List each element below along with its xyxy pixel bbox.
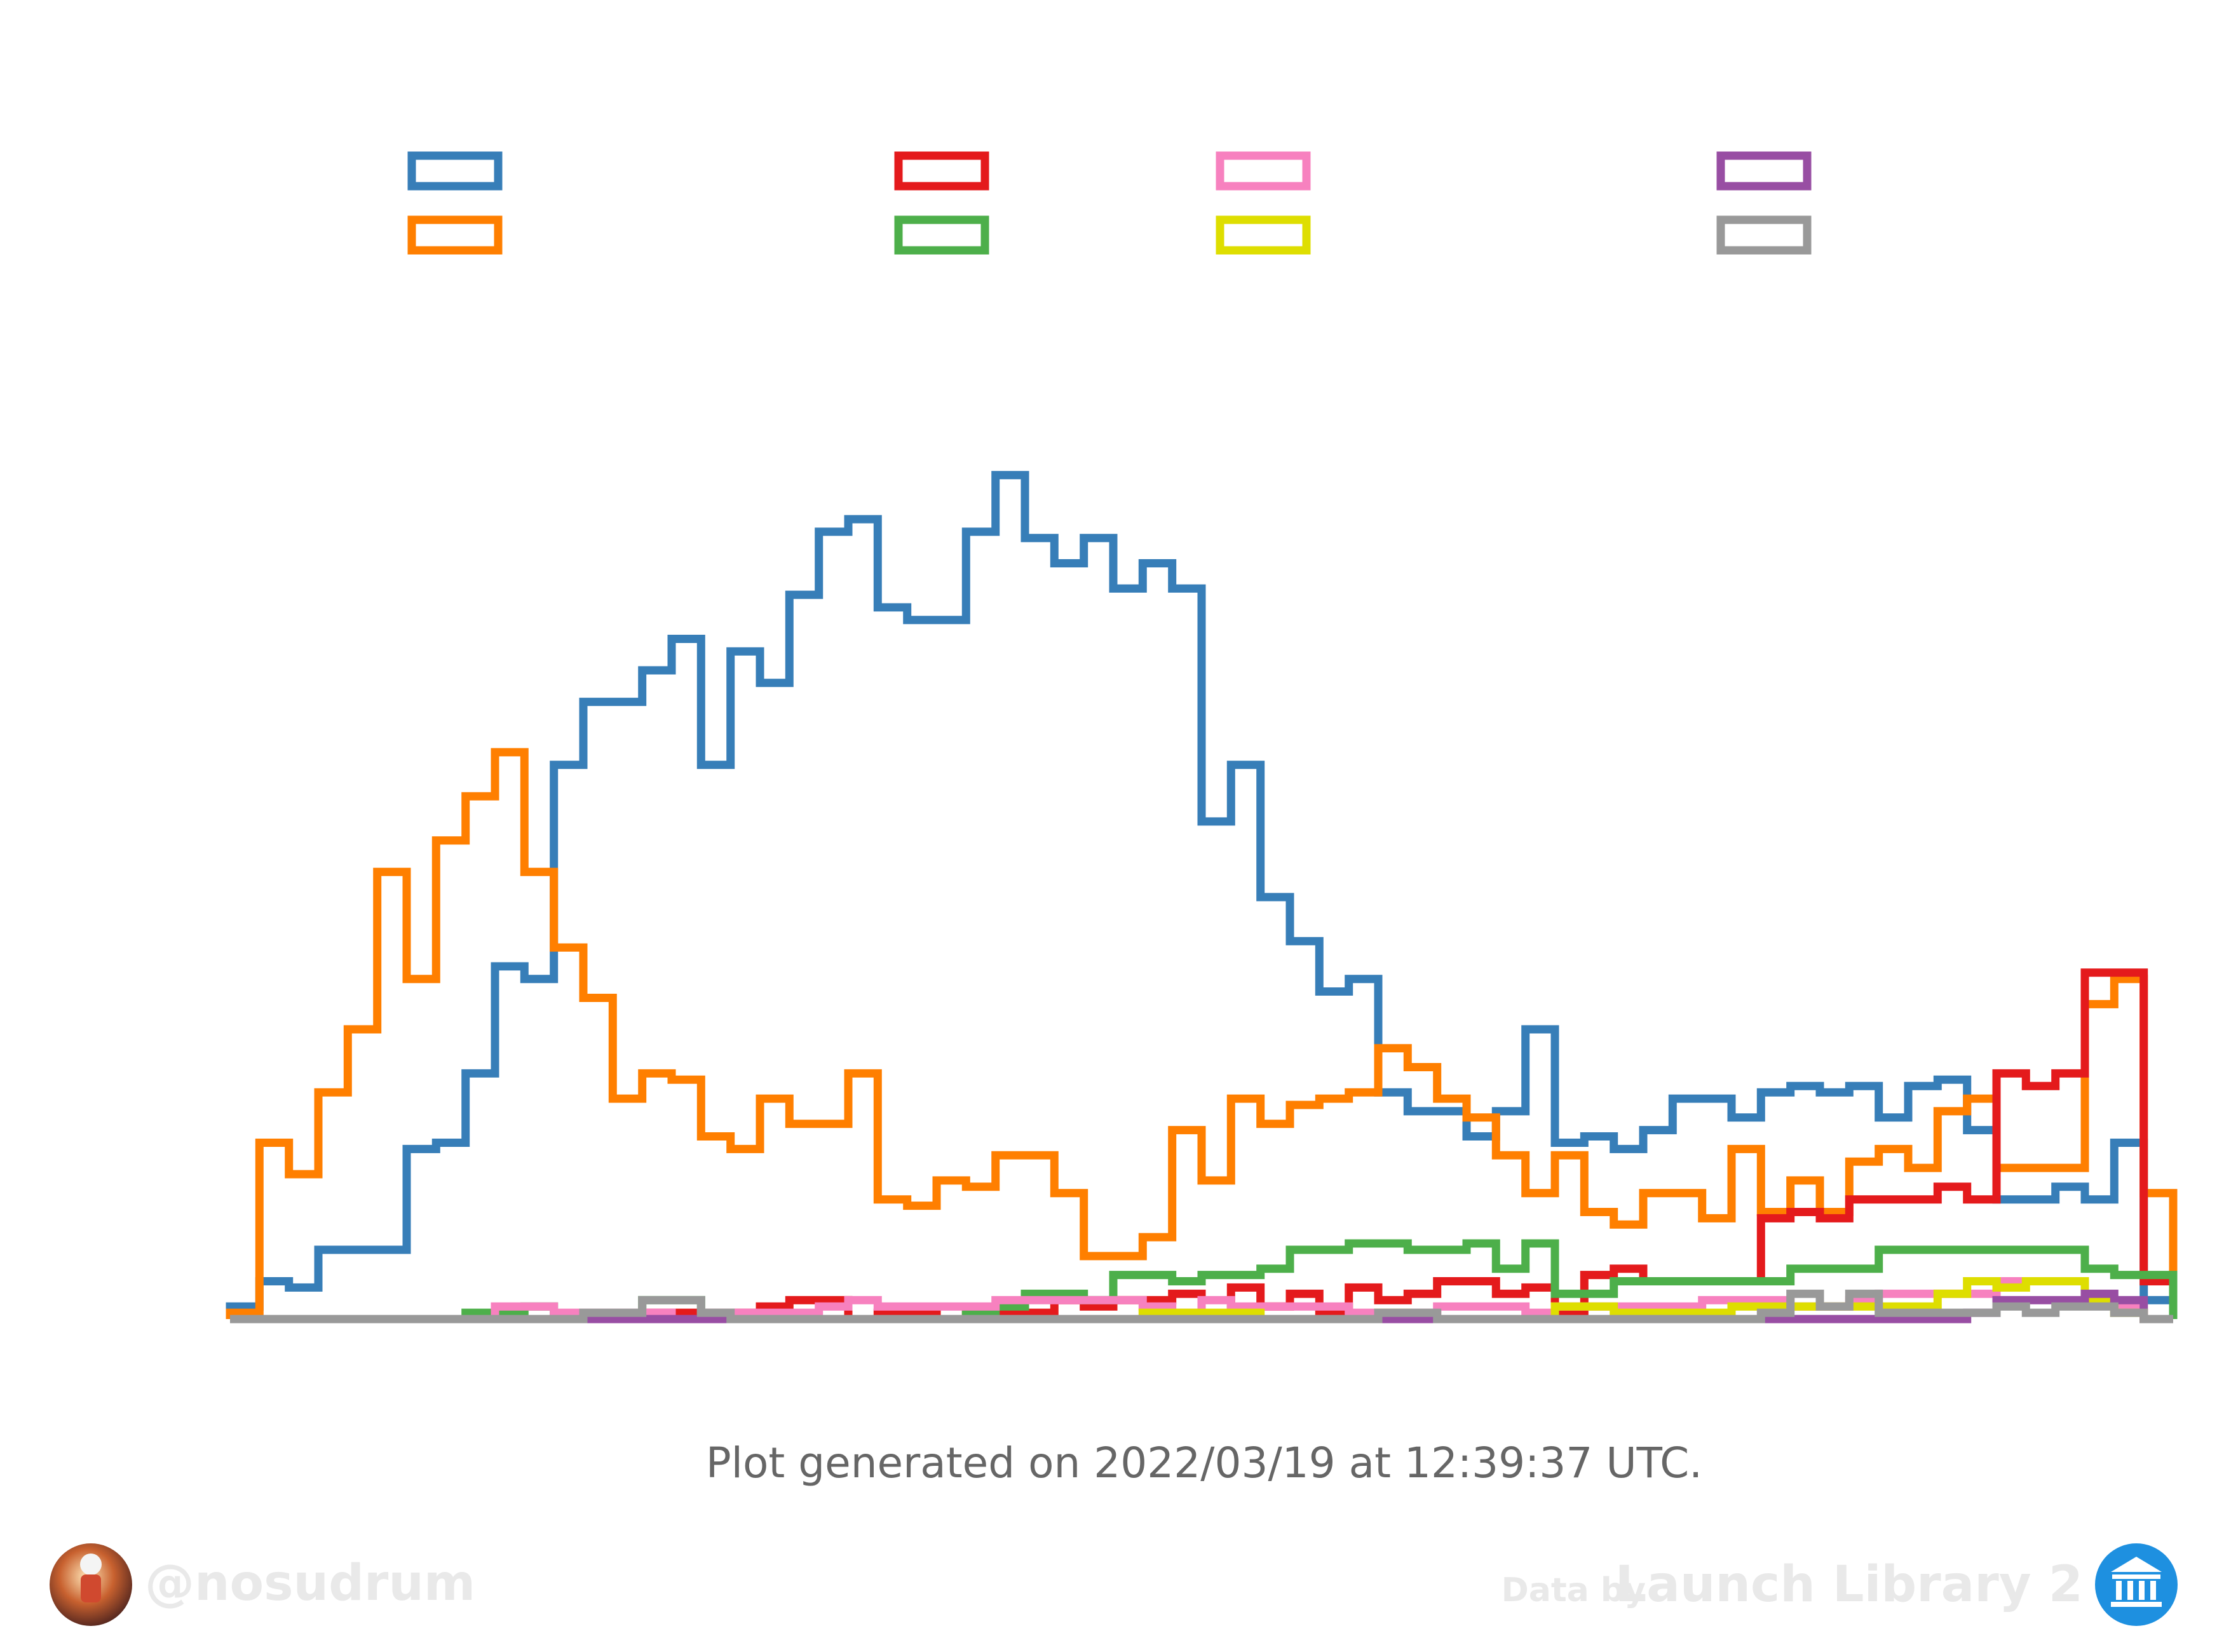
legend-swatch-2 [407, 215, 503, 255]
legend-swatch-6 [1216, 215, 1311, 255]
series-1-step-line [226, 471, 2178, 1319]
legend-swatch-4 [894, 215, 989, 255]
legend [407, 151, 1812, 255]
author-handle: @nosudrum [145, 1555, 475, 1612]
data-by-label: Data by [1502, 1571, 1646, 1609]
avatar [50, 1543, 132, 1626]
series-2-step-line [226, 748, 2178, 1319]
plot-area [226, 471, 2178, 1324]
legend-swatch-7 [1716, 151, 1812, 191]
data-source-label: Launch Library 2 [1615, 1556, 2083, 1613]
legend-swatch-3 [894, 151, 989, 191]
legend-swatch-1 [407, 151, 503, 191]
library-icon [2095, 1543, 2178, 1626]
legend-swatch-8 [1716, 215, 1812, 255]
legend-swatch-5 [1216, 151, 1311, 191]
series-8-step-line [230, 1289, 2173, 1324]
generated-timestamp: Plot generated on 2022/03/19 at 12:39:37… [706, 1439, 1702, 1487]
